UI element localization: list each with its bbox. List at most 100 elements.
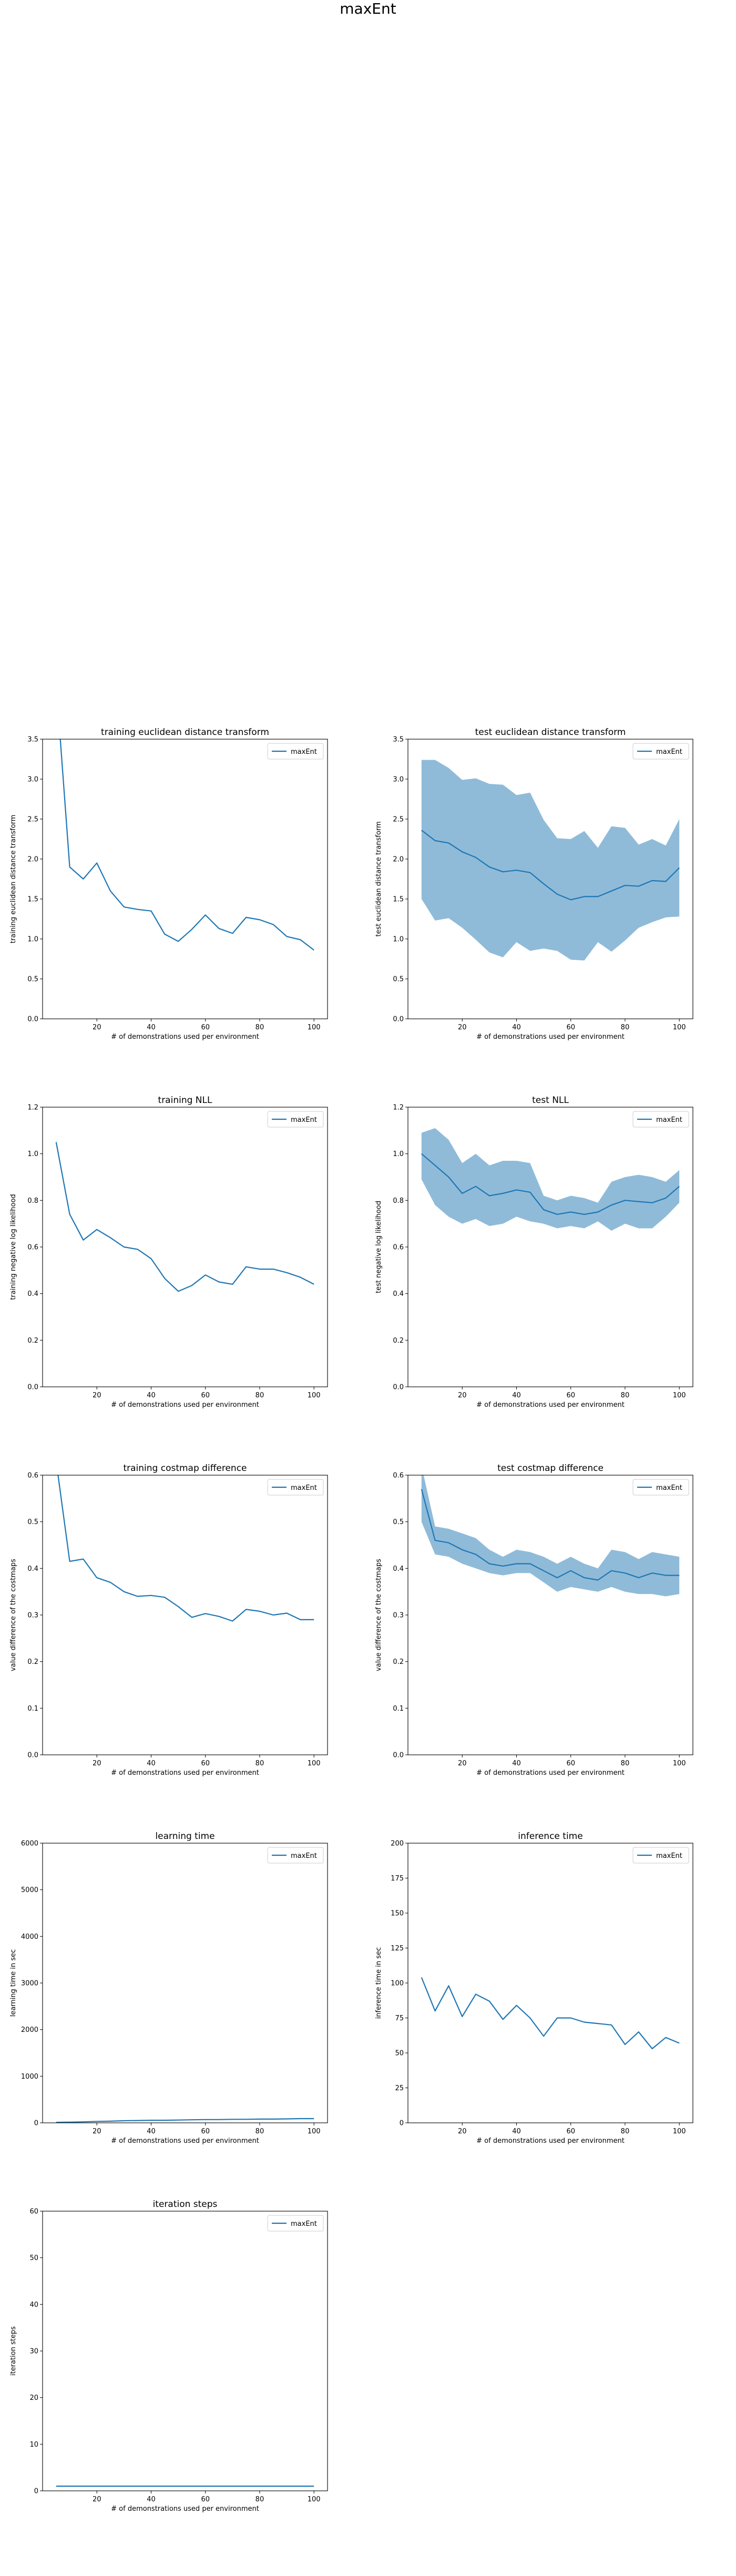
chart-title: test costmap difference [497, 1463, 604, 1474]
chart-title: test euclidean distance transform [475, 727, 626, 738]
y-tick-label: 0.3 [27, 1612, 38, 1620]
confidence-band [421, 760, 680, 960]
y-tick-label: 0.3 [393, 1612, 404, 1620]
y-tick-label: 2.0 [393, 856, 404, 864]
x-axis-label: # of demonstrations used per environment [476, 2137, 625, 2145]
y-tick-label: 0.2 [393, 1337, 404, 1345]
chart-panel: 20 40 60 80 100 0.0 0.2 0.4 0.6 0.8 1.0 1.2 training… [9, 1095, 328, 1409]
x-tick-label: 100 [308, 2496, 321, 2503]
y-axis-label: value difference of the costmaps [9, 1559, 17, 1671]
y-tick-label: 175 [391, 1875, 404, 1883]
y-tick-label: 50 [395, 2050, 404, 2058]
y-tick-label: 25 [395, 2084, 404, 2092]
legend-box [267, 2215, 324, 2232]
x-tick-label: 40 [147, 1760, 156, 1767]
figure-title: maxEnt [340, 0, 396, 17]
x-tick-label: 60 [201, 1024, 210, 1031]
axes-frame [407, 739, 693, 1019]
y-tick-label: 50 [29, 2254, 38, 2262]
axes-frame [42, 1107, 328, 1387]
y-tick-label: 1.0 [27, 936, 38, 944]
x-tick-label: 100 [673, 1392, 686, 1399]
series-line [421, 1977, 680, 2050]
y-tick-label: 4000 [21, 1933, 38, 1941]
x-tick-label: 80 [621, 1024, 630, 1031]
x-axis-label: # of demonstrations used per environment [476, 1769, 625, 1777]
y-tick-label: 0.0 [393, 1752, 404, 1760]
y-tick-label: 1.2 [27, 1104, 38, 1112]
x-tick-label: 80 [621, 1392, 630, 1399]
y-tick-label: 200 [391, 1840, 404, 1848]
legend-box [267, 743, 324, 760]
series-line [56, 2118, 314, 2123]
x-tick-label: 20 [93, 1760, 101, 1767]
y-tick-label: 1.2 [393, 1104, 404, 1112]
x-tick-label: 80 [621, 2128, 630, 2135]
plot-area [56, 2118, 314, 2123]
x-axis-label: # of demonstrations used per environment [111, 2137, 259, 2145]
series-line [59, 739, 314, 951]
y-axis-label: inference time in sec [375, 1947, 383, 2019]
y-tick-label: 0.8 [393, 1197, 404, 1205]
y-tick-label: 0.6 [393, 1244, 404, 1252]
y-tick-label: 2.5 [27, 816, 38, 824]
x-tick-label: 100 [308, 2128, 321, 2135]
x-tick-label: 60 [566, 1024, 575, 1031]
y-tick-label: 0.0 [27, 1752, 38, 1760]
legend: maxEnt [267, 1479, 324, 1496]
chart-panel: 20 40 60 80 100 0 10 20 30 40 50 60 iteration steps #… [9, 2199, 328, 2513]
legend-box [632, 1847, 689, 1864]
x-tick-label: 40 [147, 2128, 156, 2135]
x-axis-label: # of demonstrations used per environment [111, 1401, 259, 1409]
y-tick-label: 0.5 [393, 976, 404, 984]
x-tick-label: 40 [147, 2496, 156, 2503]
x-tick-label: 60 [201, 1760, 210, 1767]
x-tick-label: 100 [308, 1024, 321, 1031]
x-tick-label: 80 [621, 1760, 630, 1767]
chart-panel: 20 40 60 80 100 0 25 50 75 100 125 150 175 200 inferen… [375, 1831, 693, 2145]
x-tick-label: 100 [673, 1024, 686, 1031]
y-tick-label: 0.1 [27, 1705, 38, 1713]
x-tick-label: 60 [566, 2128, 575, 2135]
x-tick-label: 40 [512, 2128, 521, 2135]
y-tick-label: 0 [400, 2120, 404, 2128]
y-tick-label: 0.6 [393, 1472, 404, 1480]
legend-label: maxEnt [291, 1484, 317, 1492]
y-tick-label: 0.4 [393, 1565, 404, 1573]
y-tick-label: 1.5 [27, 896, 38, 904]
axes-frame [42, 1475, 328, 1755]
legend-box [267, 1479, 324, 1496]
y-tick-label: 100 [391, 1980, 404, 1988]
axes-frame [407, 1475, 693, 1755]
y-axis-label: training negative log likelihood [9, 1194, 17, 1300]
x-tick-label: 80 [255, 1024, 264, 1031]
y-tick-label: 0.1 [393, 1705, 404, 1713]
y-tick-label: 3.5 [393, 736, 404, 744]
y-tick-label: 0.2 [27, 1658, 38, 1666]
y-tick-label: 30 [29, 2348, 38, 2356]
series-line [57, 1475, 314, 1622]
y-tick-label: 3000 [21, 1980, 38, 1988]
y-tick-label: 0.2 [393, 1658, 404, 1666]
y-tick-label: 0.4 [393, 1290, 404, 1298]
y-tick-label: 10 [29, 2441, 38, 2449]
y-tick-label: 3.0 [393, 776, 404, 784]
y-tick-label: 60 [29, 2208, 38, 2216]
x-tick-label: 40 [147, 1392, 156, 1399]
legend-label: maxEnt [291, 2220, 317, 2228]
x-tick-label: 20 [458, 1760, 467, 1767]
y-axis-label: value difference of the costmaps [375, 1559, 383, 1671]
chart-panel: 20 40 60 80 100 0.0 0.1 0.2 0.3 0.4 0.5 0.6 training… [9, 1463, 328, 1777]
y-tick-label: 0.4 [27, 1290, 38, 1298]
x-tick-label: 60 [201, 2496, 210, 2503]
legend-box [632, 1111, 689, 1128]
y-tick-label: 0.0 [393, 1016, 404, 1024]
y-tick-label: 3.0 [27, 776, 38, 784]
y-tick-label: 2.5 [393, 816, 404, 824]
x-axis-label: # of demonstrations used per environment [111, 2505, 259, 2513]
legend: maxEnt [632, 1847, 689, 1864]
y-tick-label: 1.0 [393, 936, 404, 944]
y-axis-label: test negative log likelihood [375, 1201, 383, 1293]
x-tick-label: 20 [458, 1392, 467, 1399]
